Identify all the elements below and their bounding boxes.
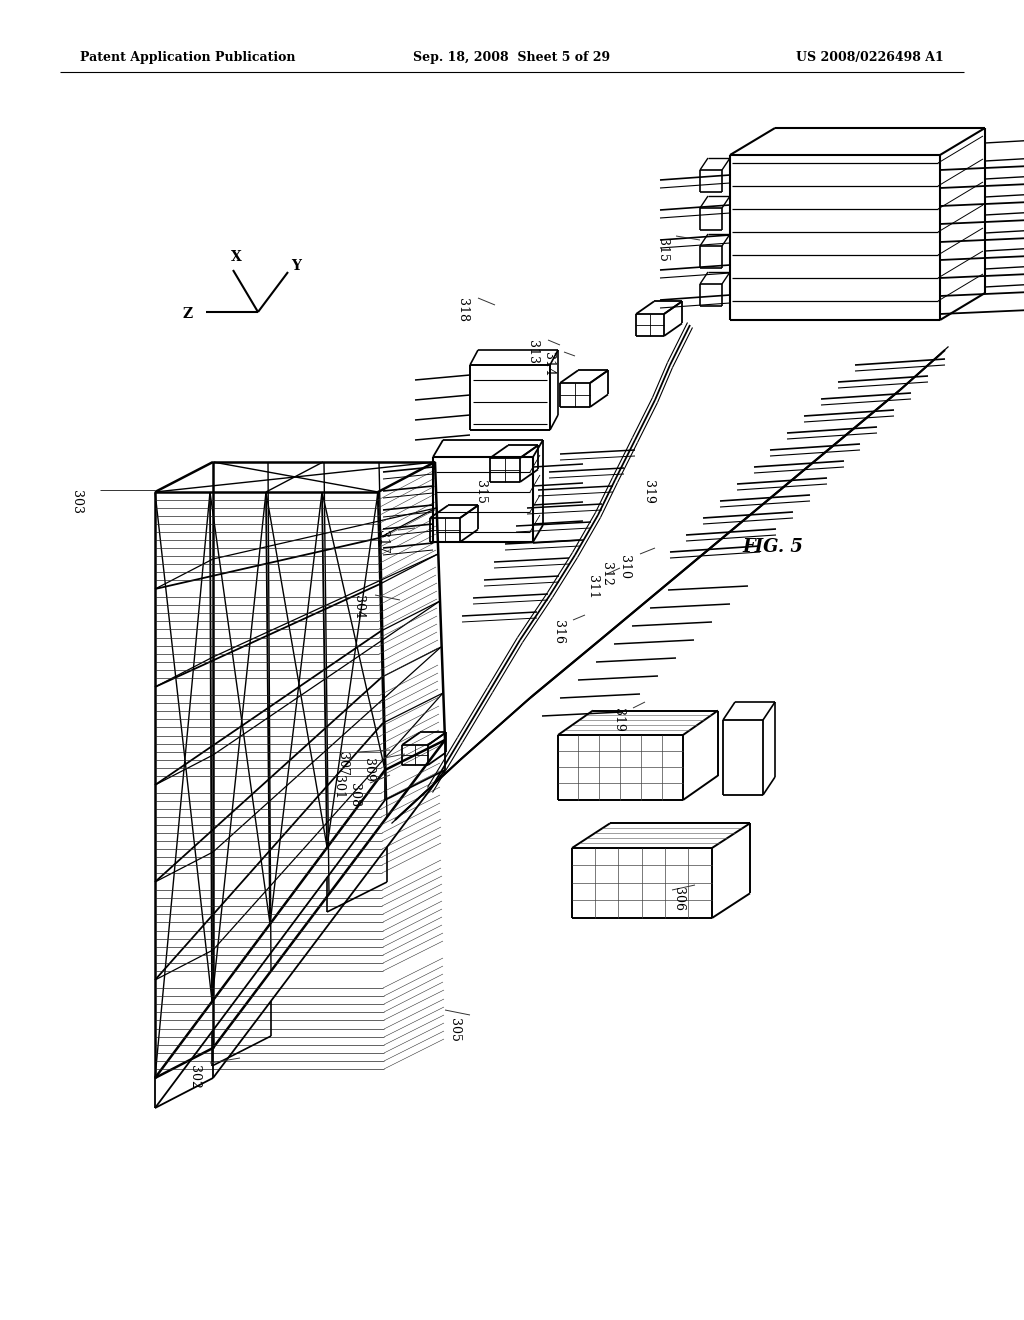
Text: 313: 313 [526,341,540,364]
Text: 307: 307 [336,752,348,776]
Text: 316: 316 [552,620,564,644]
Text: 319: 319 [611,708,625,731]
Text: 315: 315 [473,480,486,504]
Text: 305: 305 [449,1018,462,1041]
Text: 312: 312 [600,562,613,586]
Text: 318: 318 [457,298,469,322]
Text: 310: 310 [618,554,632,579]
Text: 303: 303 [71,490,84,513]
Text: 311: 311 [586,576,598,599]
Text: 317: 317 [377,531,389,554]
Text: FIG. 5: FIG. 5 [742,539,803,556]
Text: 306: 306 [672,887,684,911]
Text: X: X [230,249,242,264]
Text: 308: 308 [347,783,360,807]
Text: 319: 319 [641,480,654,504]
Text: 301: 301 [332,775,344,799]
Text: 309: 309 [361,758,375,781]
Text: Patent Application Publication: Patent Application Publication [80,51,296,65]
Text: US 2008/0226498 A1: US 2008/0226498 A1 [797,51,944,65]
Text: Z: Z [183,308,194,321]
Text: 314: 314 [543,352,555,376]
Text: 304: 304 [351,595,365,619]
Text: 302: 302 [188,1065,202,1089]
Text: Y: Y [291,259,301,273]
Text: Sep. 18, 2008  Sheet 5 of 29: Sep. 18, 2008 Sheet 5 of 29 [414,51,610,65]
Text: 315: 315 [655,238,669,261]
